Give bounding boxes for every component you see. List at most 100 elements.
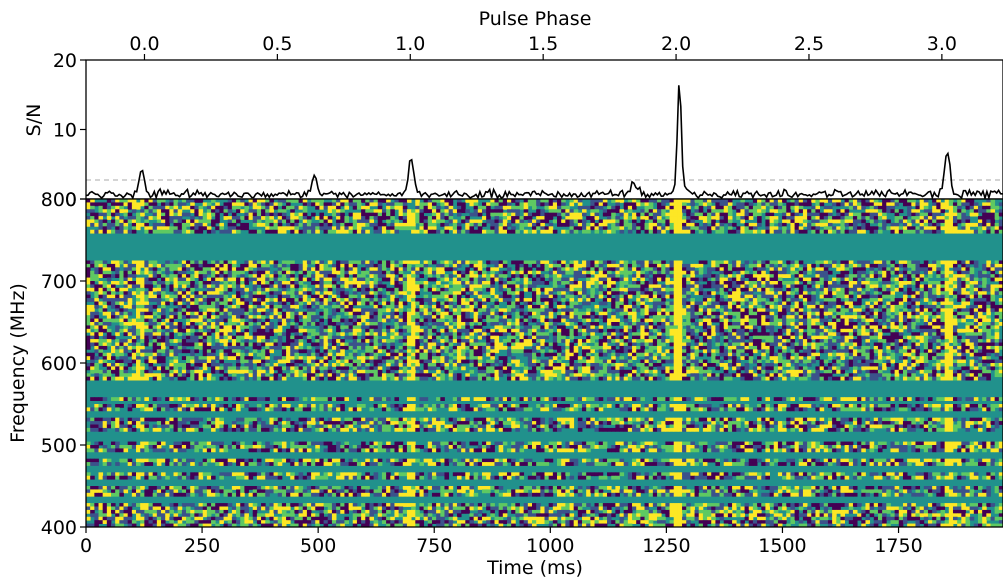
heatmap-cell	[977, 209, 983, 214]
heatmap-cell	[869, 270, 875, 275]
heatmap-cell	[390, 267, 395, 272]
heatmap-cell	[611, 318, 616, 323]
heatmap-cell	[773, 294, 779, 299]
heatmap-cell	[131, 263, 137, 268]
heatmap-cell	[486, 281, 491, 285]
heatmap-cell	[456, 281, 462, 285]
heatmap-cell	[902, 311, 908, 316]
heatmap-cell	[173, 263, 179, 268]
heatmap-cell	[327, 274, 333, 278]
heatmap-cell	[844, 260, 850, 265]
heatmap-cell	[181, 311, 187, 316]
heatmap-cell	[832, 216, 837, 220]
heatmap-cell	[657, 212, 662, 217]
heatmap-cell	[840, 260, 846, 265]
heatmap-cell	[677, 263, 683, 268]
heatmap-cell	[698, 315, 704, 319]
heatmap-cell	[215, 277, 220, 282]
heatmap-cell	[194, 318, 199, 323]
heatmap-cell	[661, 209, 666, 214]
heatmap-cell	[269, 216, 274, 220]
heatmap-cell	[419, 202, 425, 207]
heatmap-cell	[902, 219, 908, 224]
heatmap-cell	[469, 274, 475, 278]
heatmap-cell	[544, 304, 550, 309]
heatmap-cell	[652, 216, 658, 220]
heatmap-cell	[161, 274, 166, 278]
heatmap-cell	[377, 281, 383, 285]
heatmap-cell	[852, 216, 858, 220]
heatmap-cell	[381, 199, 387, 203]
heatmap-cell	[256, 219, 262, 224]
heatmap-cell	[598, 315, 604, 319]
heatmap-cell	[765, 263, 770, 268]
heatmap-cell	[832, 281, 837, 285]
heatmap-cell	[173, 277, 179, 282]
heatmap-cell	[819, 315, 825, 319]
heatmap-cell	[777, 281, 783, 285]
heatmap-cell	[177, 209, 183, 214]
heatmap-cell	[711, 274, 716, 278]
heatmap-cell	[194, 270, 199, 275]
heatmap-cell	[90, 281, 95, 285]
heatmap-cell	[202, 284, 208, 289]
heatmap-cell	[211, 260, 216, 265]
heatmap-cell	[252, 260, 258, 265]
heatmap-cell	[777, 318, 783, 323]
heatmap-cell	[690, 277, 695, 282]
heatmap-cell	[961, 298, 966, 302]
heatmap-cell	[194, 229, 199, 234]
heatmap-cell	[236, 202, 241, 207]
heatmap-cell	[173, 209, 179, 214]
heatmap-cell	[677, 202, 683, 207]
heatmap-cell	[173, 274, 179, 278]
heatmap-cell	[673, 277, 679, 282]
heatmap-cell	[732, 311, 737, 316]
heatmap-cell	[823, 199, 829, 203]
heatmap-cell	[527, 229, 533, 234]
heatmap-cell	[990, 291, 996, 296]
heatmap-cell	[719, 212, 725, 217]
heatmap-cell	[473, 274, 479, 278]
heatmap-cell	[965, 219, 971, 224]
heatmap-cell	[265, 287, 270, 292]
heatmap-cell	[273, 226, 279, 231]
heatmap-cell	[302, 222, 308, 227]
heatmap-cell	[936, 222, 941, 227]
heatmap-cell	[252, 216, 258, 220]
heatmap-cell	[365, 298, 370, 302]
heatmap-cell	[511, 199, 516, 203]
heatmap-cell	[769, 216, 775, 220]
heatmap-cell	[186, 274, 191, 278]
heatmap-cell	[448, 291, 454, 296]
heatmap-cell	[582, 260, 587, 265]
heatmap-cell	[194, 260, 199, 265]
heatmap-cell	[386, 270, 391, 275]
heatmap-cell	[115, 315, 120, 319]
heatmap-cell	[648, 199, 654, 203]
heatmap-cell	[782, 216, 787, 220]
heatmap-cell	[877, 304, 883, 309]
heatmap-cell	[136, 318, 141, 323]
heatmap-cell	[490, 222, 495, 227]
heatmap-cell	[123, 202, 129, 207]
heatmap-cell	[411, 308, 416, 313]
heatmap-cell	[390, 260, 395, 265]
heatmap-cell	[569, 229, 575, 234]
heatmap-cell	[982, 281, 987, 285]
heatmap-cell	[186, 281, 191, 285]
heatmap-cell	[206, 315, 212, 319]
heatmap-cell	[769, 281, 775, 285]
heatmap-cell	[194, 284, 199, 289]
heatmap-cell	[848, 274, 854, 278]
heatmap-cell	[281, 212, 287, 217]
heatmap-cell	[456, 315, 462, 319]
heatmap-cell	[94, 322, 99, 326]
heatmap-cell	[190, 263, 195, 268]
heatmap-cell	[415, 212, 420, 217]
heatmap-cell	[273, 229, 279, 234]
heatmap-cell	[869, 274, 875, 278]
heatmap-cell	[452, 311, 458, 316]
heatmap-cell	[302, 284, 308, 289]
heatmap-cell	[444, 212, 450, 217]
